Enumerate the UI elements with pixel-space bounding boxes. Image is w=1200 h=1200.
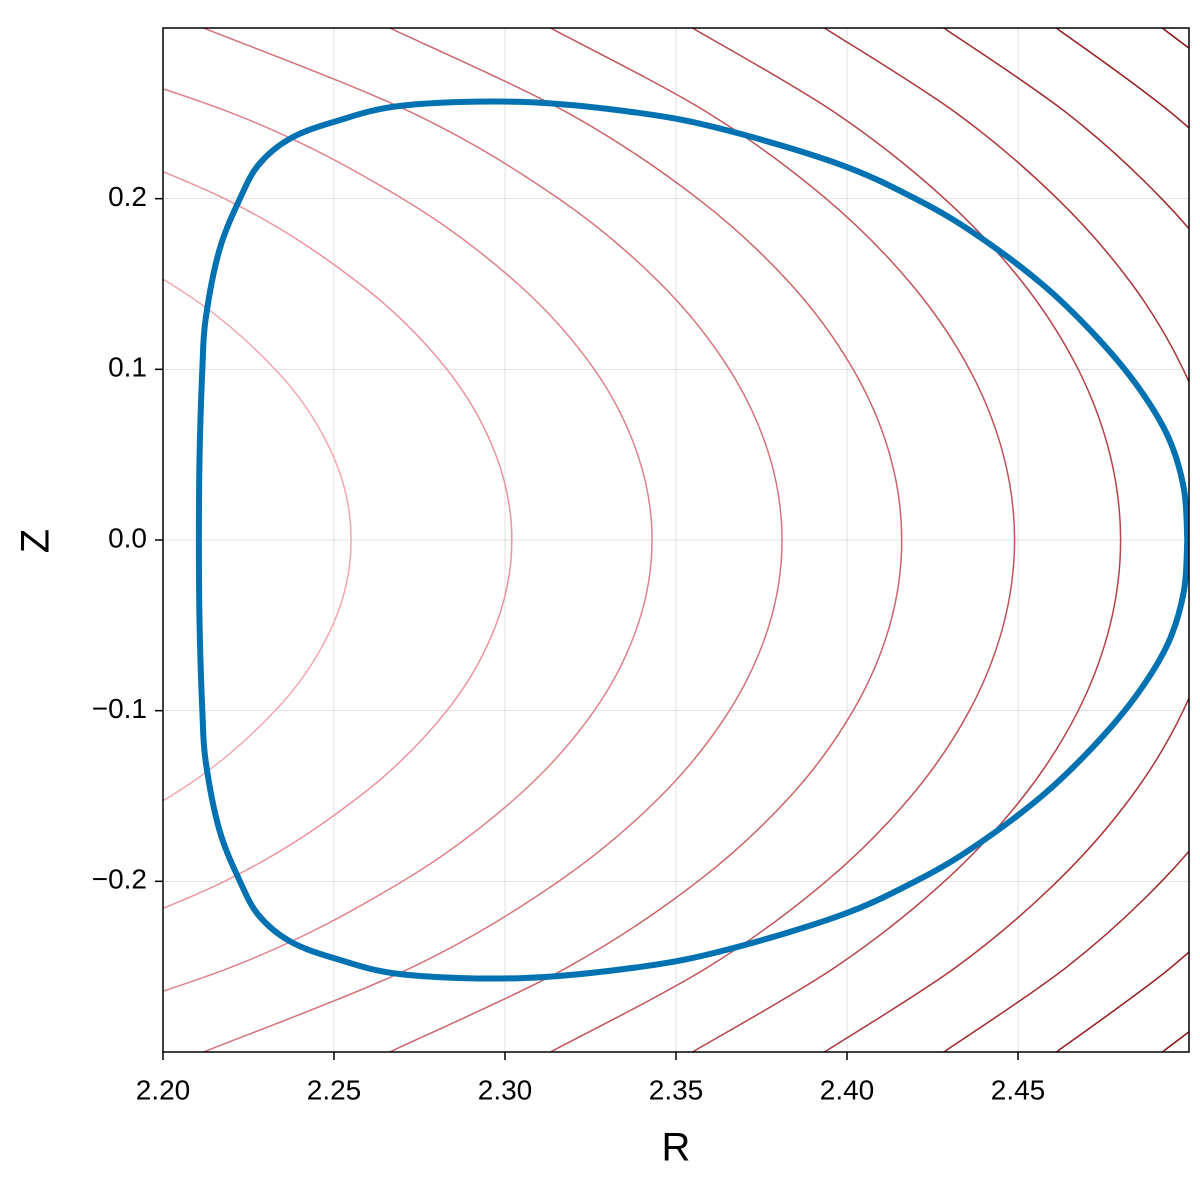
y-tick-label: 0.1 (108, 352, 147, 383)
y-axis-label: Z (14, 529, 58, 553)
y-tick-label: −0.2 (92, 864, 147, 895)
x-tick-label: 2.25 (307, 1074, 362, 1105)
y-tick-label: −0.1 (92, 693, 147, 724)
y-tick-label: 0.2 (108, 181, 147, 212)
contour-line (943, 28, 1189, 1052)
grid (162, 28, 1189, 1052)
contour-line (550, 28, 1016, 1052)
axes: 2.20 2.25 2.30 2.35 2.40 2.45 −0.2 −0.1 0.0 0.1 0.… (92, 181, 1046, 1105)
contour-line (824, 28, 1189, 1052)
contour-line (389, 28, 903, 1052)
x-tick-label: 2.35 (649, 1074, 704, 1105)
y-tick-label: 0.0 (108, 522, 147, 553)
contour-line (203, 28, 783, 1052)
x-tick-label: 2.20 (136, 1074, 191, 1105)
x-tick-label: 2.45 (991, 1074, 1046, 1105)
contour-line (163, 88, 653, 992)
contour-line (692, 28, 1122, 1052)
contour-line (163, 278, 352, 802)
x-tick-label: 2.30 (478, 1074, 533, 1105)
x-tick-label: 2.40 (820, 1074, 875, 1105)
contour-line (163, 170, 513, 910)
boundary-line (195, 98, 1189, 982)
plot-area (163, 28, 1189, 1052)
x-axis-label: R (662, 1126, 691, 1170)
